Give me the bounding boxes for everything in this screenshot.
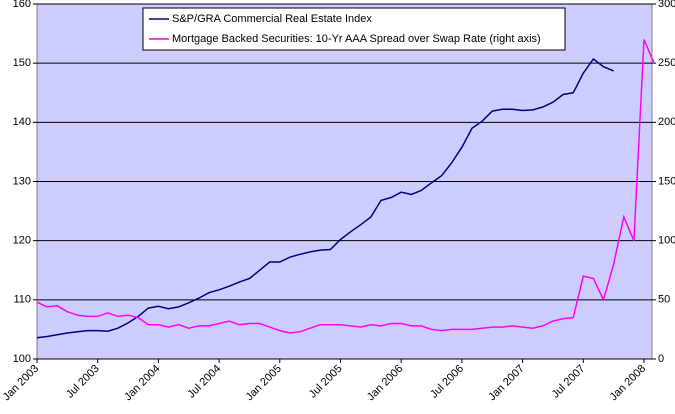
y-tick-label: 100 — [13, 353, 31, 365]
x-tick-label: Jan 2005 — [243, 363, 283, 403]
y-tick-label: 120 — [13, 235, 31, 247]
series-line — [36, 57, 614, 339]
y2-tick-label: 100 — [658, 235, 675, 247]
y2-tick-label: 300 — [658, 0, 675, 10]
x-tick-label: Jul 2006 — [428, 363, 466, 401]
y-tick-label: 150 — [13, 57, 31, 69]
y-tick-label: 140 — [13, 116, 31, 128]
series-line — [36, 39, 655, 334]
x-tick-label: Jul 2004 — [185, 363, 223, 401]
x-tick-label: Jan 2007 — [486, 363, 526, 403]
x-tick-label: Jul 2005 — [307, 363, 345, 401]
x-tick-label: Jan 2004 — [122, 363, 162, 403]
legend-box — [142, 7, 566, 51]
x-tick-label: Jul 2007 — [550, 363, 588, 401]
y-tick-label: 160 — [13, 0, 31, 10]
y2-tick-label: 0 — [658, 353, 664, 365]
y2-tick-label: 200 — [658, 116, 675, 128]
y-tick-label: 130 — [13, 175, 31, 187]
x-tick-label: Jan 2003 — [1, 363, 41, 403]
y2-tick-label: 250 — [658, 57, 675, 69]
y2-tick-label: 150 — [658, 175, 675, 187]
x-tick-label: Jan 2008 — [608, 363, 648, 403]
x-tick-label: Jan 2006 — [365, 363, 405, 403]
legend-label: Mortgage Backed Securities: 10-Yr AAA Sp… — [172, 33, 541, 45]
legend-label: S&P/GRA Commercial Real Estate Index — [172, 13, 372, 25]
y-tick-label: 110 — [13, 294, 31, 306]
x-tick-label: Jul 2003 — [64, 363, 102, 401]
y2-tick-label: 50 — [658, 294, 670, 306]
